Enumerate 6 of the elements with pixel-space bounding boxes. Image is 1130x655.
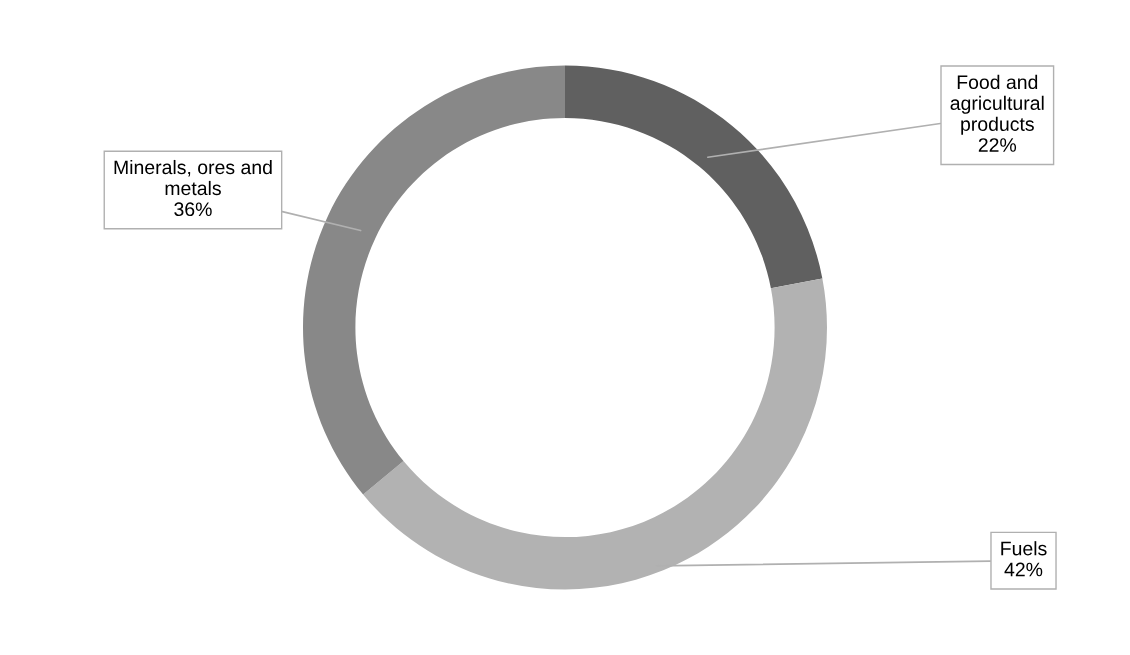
slice-label: Food and agricultural products [950, 74, 1044, 135]
slice-label: Minerals, ores and metals [114, 159, 272, 196]
data-label: 22% [978, 138, 1017, 152]
data-label: 36% [174, 202, 212, 217]
slice-label: Fuels [1001, 541, 1047, 556]
data-label: 42% [1004, 562, 1043, 577]
